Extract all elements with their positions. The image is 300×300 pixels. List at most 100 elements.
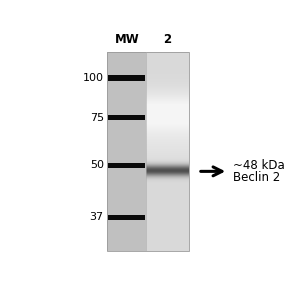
Bar <box>146 211 189 212</box>
Bar <box>146 233 189 234</box>
Bar <box>146 54 189 55</box>
Bar <box>146 181 189 182</box>
Bar <box>146 116 189 117</box>
Bar <box>146 212 189 213</box>
Bar <box>146 244 189 245</box>
Bar <box>146 155 189 157</box>
Bar <box>146 90 189 91</box>
Bar <box>146 171 189 172</box>
Bar <box>146 103 189 105</box>
Bar <box>146 81 189 82</box>
Bar <box>146 62 189 63</box>
Bar <box>146 178 189 179</box>
Bar <box>146 146 189 148</box>
Text: 100: 100 <box>83 73 104 83</box>
Bar <box>146 240 189 241</box>
Bar <box>146 93 189 94</box>
Bar <box>146 160 189 161</box>
Bar <box>146 121 189 122</box>
Bar <box>146 152 189 154</box>
Bar <box>146 128 189 130</box>
Bar <box>146 241 189 242</box>
Bar <box>146 131 189 133</box>
Bar <box>146 175 189 176</box>
Bar <box>146 87 189 88</box>
Bar <box>146 52 189 53</box>
Bar <box>146 89 189 90</box>
Bar <box>146 113 189 115</box>
Bar <box>146 206 189 207</box>
Bar <box>146 190 189 191</box>
Bar <box>146 161 189 162</box>
Bar <box>146 202 189 203</box>
Bar <box>146 166 189 167</box>
Bar <box>146 71 189 72</box>
Bar <box>146 59 189 60</box>
Bar <box>146 196 189 197</box>
Bar <box>146 97 189 98</box>
Bar <box>146 220 189 221</box>
Bar <box>146 248 189 249</box>
Bar <box>146 172 189 173</box>
Bar <box>146 91 189 92</box>
Bar <box>146 213 189 214</box>
Text: Beclin 2: Beclin 2 <box>233 171 280 184</box>
Bar <box>146 205 189 206</box>
Bar <box>146 228 189 229</box>
Bar <box>146 98 189 99</box>
Bar <box>108 214 146 220</box>
Bar <box>146 53 189 54</box>
Bar <box>146 73 189 74</box>
Bar <box>146 76 189 77</box>
Bar <box>146 134 189 136</box>
Bar <box>146 124 189 126</box>
Bar <box>146 126 189 128</box>
Bar <box>146 130 189 132</box>
Bar <box>146 188 189 189</box>
Bar <box>146 105 189 106</box>
Bar <box>146 82 189 83</box>
Bar <box>146 238 189 239</box>
Bar <box>146 198 189 199</box>
Bar <box>146 83 189 84</box>
Bar <box>146 197 189 198</box>
Bar <box>146 247 189 248</box>
Bar <box>146 144 189 145</box>
Bar <box>146 227 189 228</box>
Bar <box>146 153 189 154</box>
Bar <box>146 112 189 113</box>
Bar <box>146 88 189 89</box>
Bar <box>146 187 189 188</box>
Bar <box>146 226 189 227</box>
Bar <box>146 72 189 73</box>
Bar <box>146 184 189 185</box>
Bar <box>146 151 189 152</box>
Bar <box>146 118 189 120</box>
Bar <box>146 177 189 178</box>
Bar <box>146 69 189 70</box>
Bar <box>146 74 189 75</box>
Bar <box>146 209 189 210</box>
Bar <box>146 180 189 181</box>
Bar <box>146 65 189 66</box>
Bar <box>146 129 189 130</box>
Bar <box>146 189 189 190</box>
Bar <box>146 234 189 235</box>
Bar <box>146 150 189 152</box>
Bar <box>108 76 146 80</box>
Bar <box>146 110 189 111</box>
Bar <box>146 159 189 160</box>
Bar <box>146 137 189 139</box>
Text: 2: 2 <box>164 33 172 46</box>
Bar <box>146 232 189 233</box>
Bar <box>146 237 189 238</box>
Bar <box>146 219 189 220</box>
Text: 50: 50 <box>90 160 104 170</box>
Bar <box>146 201 189 202</box>
Bar <box>146 203 189 204</box>
Bar <box>146 108 189 109</box>
Bar <box>146 64 189 65</box>
Bar <box>146 115 189 116</box>
Bar <box>146 80 189 81</box>
Bar <box>146 145 189 146</box>
